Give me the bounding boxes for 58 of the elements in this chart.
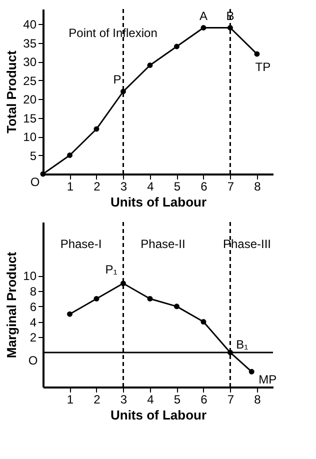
y-tick-label: 5 <box>30 148 37 163</box>
point <box>254 51 260 57</box>
point <box>40 171 46 177</box>
y-tick-label: 30 <box>23 55 37 69</box>
point <box>67 311 72 317</box>
annotation: Point of Inflexion <box>68 26 158 40</box>
x-tick-label: 5 <box>174 180 181 194</box>
x-tick-label: 2 <box>94 392 101 406</box>
x-tick-label: 2 <box>94 180 101 194</box>
x-tick-label: 3 <box>120 392 128 406</box>
x-tick-label: 5 <box>174 392 181 406</box>
point <box>147 296 153 302</box>
x-tick-label: 3 <box>120 180 128 194</box>
x-tick-label: 6 <box>200 180 208 194</box>
y-tick-label: 40 <box>23 18 37 32</box>
x-tick-label: 7 <box>227 392 234 406</box>
annotation: B₁ <box>236 337 248 352</box>
annotation: O <box>30 175 40 189</box>
y-tick-label: 2 <box>30 330 37 345</box>
x-tick-label: 8 <box>254 180 262 194</box>
annotation: Phase-I <box>60 237 102 251</box>
x-tick-label: 1 <box>66 180 74 194</box>
x-tick-label: 4 <box>147 180 154 194</box>
y-tick-label: 6 <box>30 300 37 314</box>
annotation: Phase-III <box>222 237 272 251</box>
y-tick-label: 10 <box>23 130 37 144</box>
point <box>94 296 100 302</box>
x-tick-label: 6 <box>200 392 208 406</box>
x-tick-label: 7 <box>227 180 234 194</box>
point <box>200 25 206 30</box>
x-tick-label: 4 <box>147 392 154 406</box>
point <box>174 44 180 50</box>
y-tick-label: 20 <box>23 92 37 106</box>
point <box>67 152 72 158</box>
y-tick-label: 8 <box>30 284 37 299</box>
point <box>174 304 180 310</box>
y-axis-title: Marginal Product <box>4 251 20 358</box>
point <box>94 126 100 132</box>
y-axis-title: Total Product <box>4 50 20 134</box>
point <box>248 368 254 374</box>
annotation: A <box>199 8 208 23</box>
y-tick-label: 25 <box>23 74 37 88</box>
y-tick-label: 4 <box>30 315 37 330</box>
x-axis-title: Units of Labour <box>110 194 207 210</box>
annotation: O <box>28 353 38 368</box>
y-tick-label: 10 <box>23 269 37 284</box>
point <box>147 62 153 68</box>
annotation: P <box>113 72 122 86</box>
y-tick-label: 15 <box>23 111 37 126</box>
y-tick-label: 35 <box>23 36 37 50</box>
x-axis-title: Units of Labour <box>110 408 207 422</box>
point <box>200 319 206 324</box>
annotation: Phase-II <box>140 237 186 251</box>
x-tick-label: 1 <box>66 392 74 406</box>
x-tick-label: 8 <box>254 392 262 406</box>
annotation: TP <box>255 60 271 74</box>
annotation: P₁ <box>105 262 118 276</box>
annotation: MP <box>258 372 277 387</box>
